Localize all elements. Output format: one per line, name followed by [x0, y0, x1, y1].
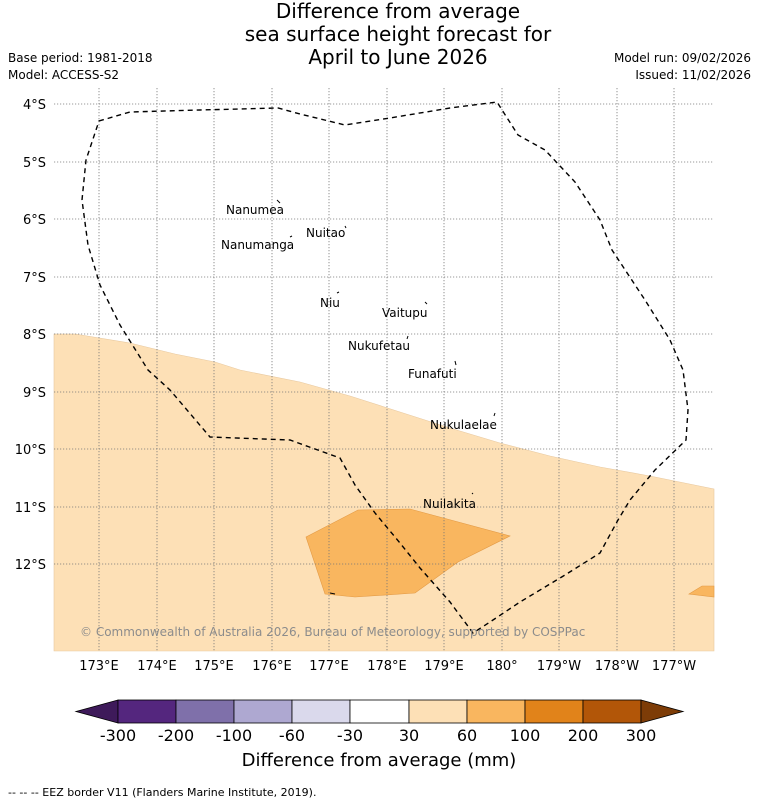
lon-label-180: 180°: [486, 659, 517, 674]
colorbar-tick-label: 200: [567, 726, 599, 745]
colorbar-bin-1: [117, 699, 177, 724]
colorbar-bin-9: [582, 699, 642, 724]
lon-label-179w: 179°W: [537, 659, 581, 674]
title-line-3: April to June 2026: [308, 45, 488, 69]
colorbar-bin-7: [466, 699, 526, 724]
lat-label-4s: 4°S: [23, 98, 46, 113]
colorbar-tick-label: -100: [215, 726, 253, 745]
meta-right: Model run: 09/02/2026 Issued: 11/02/2026: [614, 50, 751, 84]
lat-label-9s: 9°S: [23, 386, 46, 401]
colorbar-bin-3: [233, 699, 293, 724]
island-label-nukufetau: Nukufetau: [348, 339, 410, 353]
title-line-1: Difference from average: [275, 0, 521, 23]
colorbar-tick-label: -30: [336, 726, 364, 745]
colorbar-tick-label: 30: [398, 726, 420, 745]
anomaly-60-100-edge-region: [688, 585, 715, 598]
colorbar-tick-label: 100: [509, 726, 541, 745]
lon-label-178e: 178°E: [367, 659, 407, 674]
lat-label-10s: 10°S: [15, 443, 46, 458]
lon-label-176e: 176°E: [252, 659, 292, 674]
copyright-notice: © Commonwealth of Australia 2026, Bureau…: [80, 625, 585, 639]
colorbar-tick-label: 300: [625, 726, 657, 745]
anomaly-30-60-region: [53, 333, 715, 652]
lon-label-177w: 177°W: [652, 659, 696, 674]
island-label-nukulaelae: Nukulaelae: [430, 418, 497, 432]
model-name: Model: ACCESS-S2: [8, 68, 120, 82]
lat-label-12s: 12°S: [15, 558, 46, 573]
colorbar-bin-6: [408, 699, 468, 724]
colorbar-over-triangle: [640, 699, 685, 724]
colorbar: [74, 699, 685, 724]
colorbar-tick-label: -300: [99, 726, 137, 745]
island-marks: [276, 199, 496, 595]
map-title: Difference from average sea surface heig…: [150, 0, 646, 69]
title-line-2: sea surface height forecast for: [244, 22, 552, 46]
colorbar-tick-label: 60: [456, 726, 478, 745]
island-label-funafuti: Funafuti: [408, 367, 457, 381]
colorbar-bin-2: [175, 699, 235, 724]
base-period: Base period: 1981-2018: [8, 51, 153, 65]
eez-border: [81, 101, 689, 634]
lat-label-6s: 6°S: [23, 213, 46, 228]
colorbar-bin-4: [291, 699, 351, 724]
colorbar-bin-8: [524, 699, 584, 724]
island-label-nanumanga: Nanumanga: [221, 238, 294, 252]
lat-label-5s: 5°S: [23, 156, 46, 171]
gridlines: [54, 88, 714, 651]
island-label-vaitupu: Vaitupu: [382, 306, 428, 320]
lat-label-7s: 7°S: [23, 271, 46, 286]
eez-legend-note: -- -- -- EEZ border V11 (Flanders Marine…: [8, 786, 317, 799]
lon-label-175e: 175°E: [194, 659, 234, 674]
colorbar-title: Difference from average (mm): [241, 750, 517, 771]
colorbar-under-triangle: [74, 699, 119, 724]
lon-label-178w: 178°W: [595, 659, 639, 674]
lat-label-11s: 11°S: [15, 501, 46, 516]
lat-label-8s: 8°S: [23, 328, 46, 343]
lon-label-174e: 174°E: [137, 659, 177, 674]
issued-date: Issued: 11/02/2026: [635, 68, 751, 82]
island-label-niu: Niu: [320, 296, 340, 310]
lon-label-177e: 177°E: [309, 659, 349, 674]
island-label-nuitao: Nuitao: [306, 226, 345, 240]
map-panel: Nanumea Nuitao Nanumanga Niu Vaitupu Nuk…: [53, 88, 715, 652]
island-label-nanumea: Nanumea: [226, 203, 284, 217]
island-label-nuilakita: Nuilakita: [423, 497, 476, 511]
colorbar-tick-label: -200: [157, 726, 195, 745]
model-run: Model run: 09/02/2026: [613, 51, 751, 65]
meta-left: Base period: 1981-2018 Model: ACCESS-S2: [8, 50, 153, 84]
colorbar-tick-label: -60: [278, 726, 306, 745]
lon-label-179e: 179°E: [424, 659, 464, 674]
colorbar-bin-5: [349, 699, 410, 724]
lon-label-173e: 173°E: [79, 659, 119, 674]
